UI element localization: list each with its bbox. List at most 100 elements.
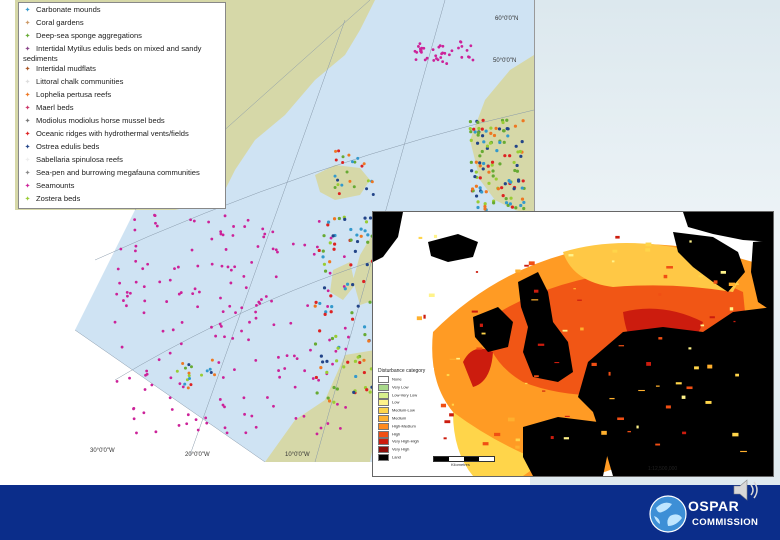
legend-label: Littoral chalk communities [36, 76, 124, 86]
habitat-point [133, 228, 137, 232]
habitat-point [168, 278, 172, 282]
habitat-point [115, 292, 119, 296]
habitat-point [489, 131, 493, 135]
lon-label-10w: 10°0'0"W [285, 452, 310, 458]
habitat-point [331, 234, 335, 238]
habitat-point [478, 164, 482, 168]
habitat-point [170, 408, 174, 411]
habitat-point [470, 187, 475, 191]
legend-item: ✦ Oceanic ridges with hydrothermal vents/… [23, 129, 223, 140]
habitat-point [277, 369, 280, 372]
habitat-point [303, 243, 307, 247]
habitat-point [294, 417, 298, 420]
habitat-point [194, 418, 198, 422]
habitat-point [226, 265, 230, 269]
habitat-point [246, 218, 250, 222]
habitat-point [363, 333, 367, 337]
habitat-point [326, 396, 330, 400]
habitat-point [187, 374, 191, 378]
habitat-point [487, 170, 491, 174]
disturbance-speck [617, 417, 624, 421]
habitat-point [219, 325, 223, 328]
habitat-point [272, 404, 275, 408]
disturbance-speck [451, 403, 454, 406]
habitat-point [343, 326, 347, 330]
disturbance-speck [698, 275, 703, 278]
habitat-point [356, 355, 360, 359]
habitat-point [441, 44, 445, 48]
habitat-point [328, 241, 332, 245]
habitat-point [434, 54, 438, 58]
habitat-point [145, 372, 149, 376]
habitat-point [459, 40, 463, 44]
legend-symbol-icon: ✦ [24, 130, 31, 138]
legend-swatch [378, 376, 389, 383]
habitat-point [134, 249, 137, 253]
habitat-point [474, 170, 478, 174]
habitat-point [478, 161, 482, 165]
habitat-point [254, 310, 257, 314]
habitat-point [439, 56, 443, 59]
habitat-point [242, 274, 246, 278]
disturbance-speck [729, 307, 734, 311]
habitat-point [441, 60, 445, 64]
habitat-point [522, 206, 526, 211]
habitat-point [317, 378, 321, 382]
habitat-point [343, 217, 347, 222]
habitat-point [350, 160, 354, 164]
legend-item: ✦ Intertidal mudflats [23, 64, 223, 75]
habitat-point [317, 248, 321, 253]
habitat-point [492, 133, 497, 138]
disturbance-speck [524, 382, 528, 385]
legend-symbol-icon: ✦ [24, 33, 31, 40]
disturbance-speck [627, 430, 631, 433]
habitat-point [189, 383, 193, 387]
habitat-point [351, 282, 355, 287]
lat-label-60: 60°0'0"N [495, 16, 519, 22]
disturbance-speck [524, 264, 529, 267]
habitat-point [221, 233, 225, 237]
habitat-point [333, 174, 337, 178]
habitat-point [175, 369, 179, 373]
habitat-point [325, 370, 329, 374]
disturbance-speck [456, 357, 460, 360]
disturbance-speck [658, 293, 662, 296]
legend-label: Seamounts [36, 180, 75, 190]
habitat-point [229, 268, 233, 272]
disturbance-speck [515, 445, 520, 449]
habitat-point [233, 265, 237, 269]
disturbance-speck [416, 316, 422, 321]
disturbance-legend-item: Medium-Low [378, 407, 415, 415]
disturbance-speck [482, 442, 489, 446]
disturbance-speck [449, 413, 454, 417]
habitat-point [225, 431, 229, 435]
habitat-point [328, 338, 331, 342]
habitat-point [470, 169, 474, 173]
disturbance-speck [646, 316, 649, 319]
habitat-point [179, 291, 183, 294]
habitat-point [500, 186, 504, 190]
habitat-point [487, 181, 491, 185]
speaker-icon[interactable] [730, 475, 764, 505]
habitat-point [179, 342, 183, 346]
legend-swatch [378, 415, 389, 422]
legend-symbol-icon: ✦ [24, 46, 31, 53]
habitat-point [168, 351, 172, 355]
lon-label-30w: 30°0'0"W [90, 448, 115, 454]
habitat-point [450, 49, 454, 53]
scale-bar [433, 456, 495, 462]
legend-label: Modiolus modiolus horse mussel beds [36, 115, 165, 125]
habitat-point [334, 158, 338, 162]
habitat-point [329, 294, 333, 298]
habitat-point [341, 161, 345, 165]
habitat-point [271, 230, 275, 234]
disturbance-speck [515, 438, 520, 442]
habitat-point [318, 329, 322, 333]
habitat-point [489, 126, 493, 130]
legend-swatch [378, 391, 389, 399]
habitat-point [443, 51, 447, 55]
habitat-point [116, 267, 120, 271]
habitat-point [276, 250, 279, 254]
disturbance-speck [618, 345, 625, 347]
habitat-point [271, 247, 275, 251]
